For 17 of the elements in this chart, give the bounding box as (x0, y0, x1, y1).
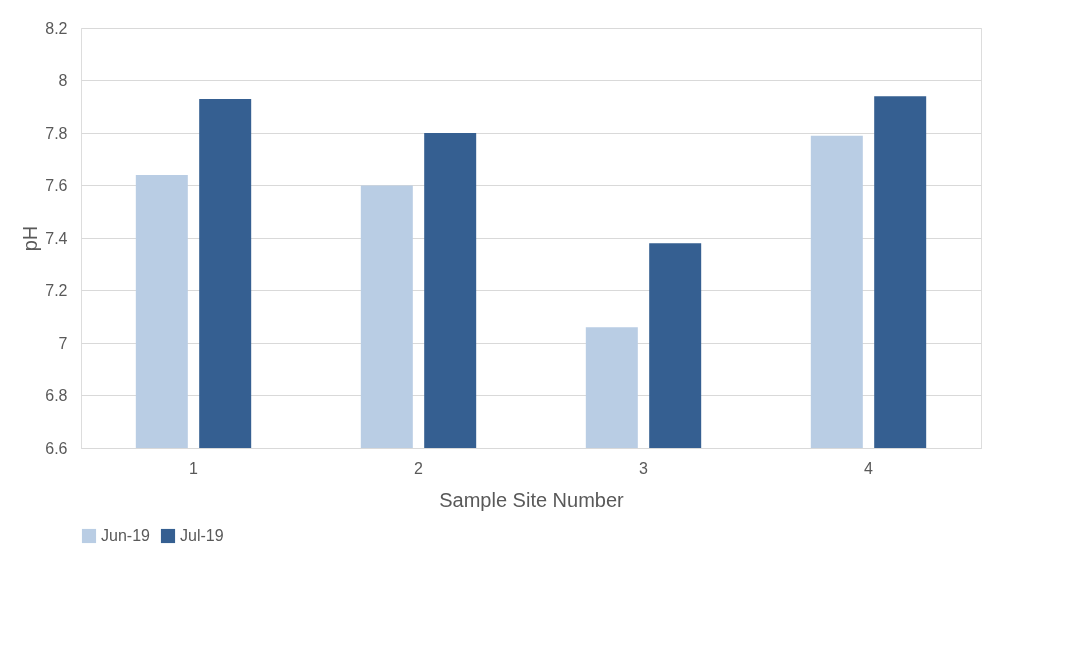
x-tick-label: 1 (189, 459, 199, 477)
y-tick-label: 7.2 (45, 282, 68, 299)
y-tick-label: 8.2 (45, 19, 68, 37)
x-tick-label: 2 (414, 459, 424, 477)
y-tick-label: 7.6 (45, 177, 68, 194)
legend-label: Jun-19 (101, 527, 151, 544)
y-tick-label: 7 (58, 334, 68, 352)
y-axis-title: pH (19, 225, 42, 252)
y-tick-label: 6.6 (45, 439, 68, 457)
y-tick-label: 7.8 (45, 124, 68, 142)
x-tick-label: 4 (864, 459, 874, 477)
x-tick-label: 3 (639, 459, 649, 477)
x-axis-title: Sample Site Number (439, 488, 625, 511)
y-tick-label: 6.8 (45, 387, 68, 404)
y-tick-label: 8 (58, 72, 68, 89)
legend-label: Jul-19 (180, 527, 224, 544)
y-tick-label: 7.4 (45, 229, 68, 247)
